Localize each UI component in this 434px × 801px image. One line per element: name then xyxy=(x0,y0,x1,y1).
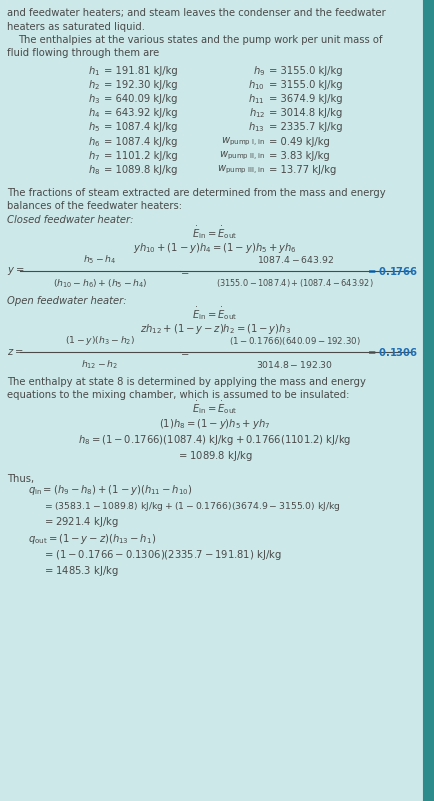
Text: Closed feedwater heater:: Closed feedwater heater: xyxy=(7,215,134,224)
Text: $h_{12} - h_2$: $h_{12} - h_2$ xyxy=(82,358,118,371)
Text: $(3155.0 - 1087.4) + (1087.4 - 643.92)$: $(3155.0 - 1087.4) + (1087.4 - 643.92)$ xyxy=(216,277,374,289)
Text: $y =$: $y =$ xyxy=(7,265,24,277)
Text: = 1101.2 kJ/kg: = 1101.2 kJ/kg xyxy=(104,151,178,161)
Text: $= \mathbf{0.1306}$: $= \mathbf{0.1306}$ xyxy=(365,346,418,358)
Text: $h_8 = (1 - 0.1766)(1087.4)\ {\rm kJ/kg} + 0.1766(1101.2)\ {\rm kJ/kg}$: $h_8 = (1 - 0.1766)(1087.4)\ {\rm kJ/kg}… xyxy=(79,433,352,447)
Text: = 1087.4 kJ/kg: = 1087.4 kJ/kg xyxy=(104,137,178,147)
Text: $h_4$: $h_4$ xyxy=(88,107,100,120)
Text: $=$: $=$ xyxy=(179,266,191,276)
Text: $(1 - 0.1766)(640.09 - 192.30)$: $(1 - 0.1766)(640.09 - 192.30)$ xyxy=(229,335,361,347)
Text: balances of the feedwater heaters:: balances of the feedwater heaters: xyxy=(7,201,182,211)
Text: = 643.92 kJ/kg: = 643.92 kJ/kg xyxy=(104,108,178,119)
Text: $h_6$: $h_6$ xyxy=(88,135,100,148)
Text: $=$: $=$ xyxy=(179,348,191,357)
Text: $z =$: $z =$ xyxy=(7,348,23,357)
Text: $3014.8 - 192.30$: $3014.8 - 192.30$ xyxy=(256,359,334,370)
Text: $= (1 - 0.1766 - 0.1306)(2335.7 - 191.81)\ {\rm kJ/kg}$: $= (1 - 0.1766 - 0.1306)(2335.7 - 191.81… xyxy=(43,548,282,562)
Text: $= \mathbf{0.1766}$: $= \mathbf{0.1766}$ xyxy=(366,265,418,277)
Text: = 2335.7 kJ/kg: = 2335.7 kJ/kg xyxy=(269,123,342,132)
Text: = 0.49 kJ/kg: = 0.49 kJ/kg xyxy=(269,137,330,147)
Text: = 1087.4 kJ/kg: = 1087.4 kJ/kg xyxy=(104,123,178,132)
Text: $w_{\rm pump\ I,in}$: $w_{\rm pump\ I,in}$ xyxy=(221,135,265,148)
Text: The fractions of steam extracted are determined from the mass and energy: The fractions of steam extracted are det… xyxy=(7,187,386,198)
Text: = 191.81 kJ/kg: = 191.81 kJ/kg xyxy=(104,66,178,76)
Text: Open feedwater heater:: Open feedwater heater: xyxy=(7,296,127,305)
Text: $w_{\rm pump\ II,in}$: $w_{\rm pump\ II,in}$ xyxy=(219,150,265,162)
Text: $h_{11}$: $h_{11}$ xyxy=(248,92,265,106)
Text: The enthalpies at the various states and the pump work per unit mass of: The enthalpies at the various states and… xyxy=(18,35,382,45)
Text: $\dot{E}_{\rm in} = \dot{E}_{\rm out}$: $\dot{E}_{\rm in} = \dot{E}_{\rm out}$ xyxy=(192,399,237,416)
Text: $h_9$: $h_9$ xyxy=(253,64,265,78)
Text: $(1)h_8 = (1 - y)h_5 + yh_7$: $(1)h_8 = (1 - y)h_5 + yh_7$ xyxy=(159,417,271,431)
Text: $h_7$: $h_7$ xyxy=(88,149,100,163)
Text: = 192.30 kJ/kg: = 192.30 kJ/kg xyxy=(104,80,178,90)
Text: heaters as saturated liquid.: heaters as saturated liquid. xyxy=(7,22,145,31)
Text: = 3155.0 kJ/kg: = 3155.0 kJ/kg xyxy=(269,80,342,90)
Text: $h_{12}$: $h_{12}$ xyxy=(249,107,265,120)
Text: $h_8$: $h_8$ xyxy=(88,163,100,177)
Text: $yh_{10} + (1 - y)h_4 = (1 - y)h_5 + yh_6$: $yh_{10} + (1 - y)h_4 = (1 - y)h_5 + yh_… xyxy=(133,241,297,256)
Text: fluid flowing through them are: fluid flowing through them are xyxy=(7,49,159,58)
Text: = 1089.8 kJ/kg: = 1089.8 kJ/kg xyxy=(104,165,178,175)
Text: $(1 - y)(h_3 - h_2)$: $(1 - y)(h_3 - h_2)$ xyxy=(65,334,135,348)
Text: = 640.09 kJ/kg: = 640.09 kJ/kg xyxy=(104,95,178,104)
Text: $q_{\rm out} = (1 - y - z)(h_{13} - h_1)$: $q_{\rm out} = (1 - y - z)(h_{13} - h_1)… xyxy=(28,532,156,545)
Text: equations to the mixing chamber, which is assumed to be insulated:: equations to the mixing chamber, which i… xyxy=(7,390,349,400)
Text: $\dot{E}_{\rm in} = \dot{E}_{\rm out}$: $\dot{E}_{\rm in} = \dot{E}_{\rm out}$ xyxy=(192,304,237,321)
Text: $(h_{10} - h_6) + (h_5 - h_4)$: $(h_{10} - h_6) + (h_5 - h_4)$ xyxy=(53,277,148,290)
Text: = 3155.0 kJ/kg: = 3155.0 kJ/kg xyxy=(269,66,342,76)
Text: = 3014.8 kJ/kg: = 3014.8 kJ/kg xyxy=(269,108,342,119)
Text: $h_3$: $h_3$ xyxy=(88,92,100,106)
Text: $zh_{12} + (1 - y - z)h_2 = (1 - y)h_3$: $zh_{12} + (1 - y - z)h_2 = (1 - y)h_3$ xyxy=(139,322,290,336)
Text: $1087.4 - 643.92$: $1087.4 - 643.92$ xyxy=(256,254,333,265)
Text: $h_{10}$: $h_{10}$ xyxy=(248,78,265,92)
Text: $h_5$: $h_5$ xyxy=(88,121,100,135)
Text: $h_5 - h_4$: $h_5 - h_4$ xyxy=(83,254,117,266)
Text: = 13.77 kJ/kg: = 13.77 kJ/kg xyxy=(269,165,336,175)
Text: The enthalpy at state 8 is determined by applying the mass and energy: The enthalpy at state 8 is determined by… xyxy=(7,376,366,387)
Text: $h_{13}$: $h_{13}$ xyxy=(248,121,265,135)
Text: $= 1485.3\ {\rm kJ/kg}$: $= 1485.3\ {\rm kJ/kg}$ xyxy=(43,564,119,578)
Text: $h_1$: $h_1$ xyxy=(88,64,100,78)
Text: $\dot{E}_{\rm in} = \dot{E}_{\rm out}$: $\dot{E}_{\rm in} = \dot{E}_{\rm out}$ xyxy=(192,223,237,240)
Text: = 3.83 kJ/kg: = 3.83 kJ/kg xyxy=(269,151,330,161)
Text: $w_{\rm pump\ III,in}$: $w_{\rm pump\ III,in}$ xyxy=(217,163,265,176)
Text: Thus,: Thus, xyxy=(7,473,34,484)
Text: $= 1089.8\ {\rm kJ/kg}$: $= 1089.8\ {\rm kJ/kg}$ xyxy=(177,449,253,463)
Text: and feedwater heaters; and steam leaves the condenser and the feedwater: and feedwater heaters; and steam leaves … xyxy=(7,8,386,18)
Text: $h_2$: $h_2$ xyxy=(88,78,100,92)
Text: $= (3583.1 - 1089.8)\ {\rm kJ/kg} + (1 - 0.1766)(3674.9 - 3155.0)\ {\rm kJ/kg}$: $= (3583.1 - 1089.8)\ {\rm kJ/kg} + (1 -… xyxy=(43,500,341,513)
Text: $q_{\rm in} = (h_9 - h_8) + (1 - y)(h_{11} - h_{10})$: $q_{\rm in} = (h_9 - h_8) + (1 - y)(h_{1… xyxy=(28,483,193,497)
Text: $= 2921.4\ {\rm kJ/kg}$: $= 2921.4\ {\rm kJ/kg}$ xyxy=(43,515,118,529)
Text: = 3674.9 kJ/kg: = 3674.9 kJ/kg xyxy=(269,95,342,104)
